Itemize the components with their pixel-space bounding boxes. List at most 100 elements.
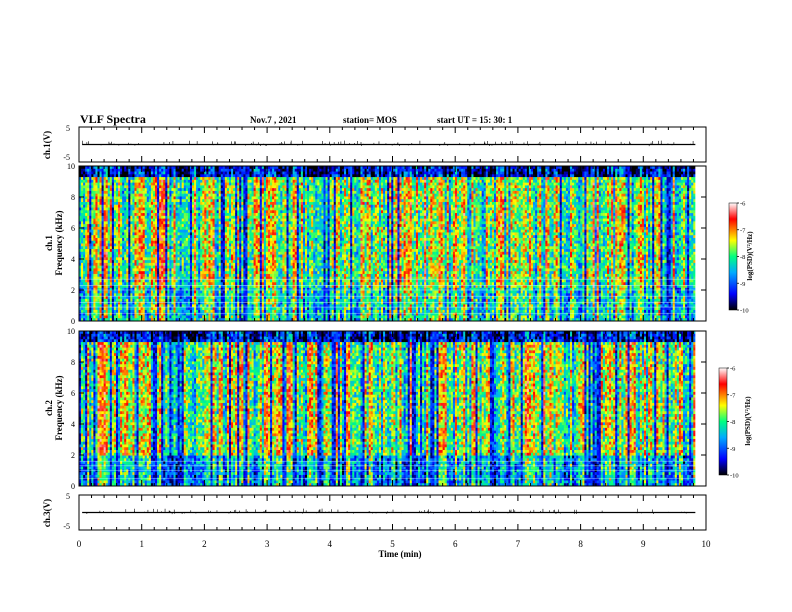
- spectrogram-cell: [105, 260, 109, 264]
- spectrogram-cell: [103, 226, 107, 231]
- spectrogram-cell: [122, 193, 125, 197]
- spectrogram-cell: [105, 285, 109, 289]
- spectrogram-cell: [142, 235, 146, 239]
- spectrogram-cell: [91, 296, 94, 300]
- spectrogram-cell: [148, 276, 152, 280]
- spectrogram-cell: [79, 221, 82, 225]
- spectrogram-cell: [99, 298, 102, 303]
- spectrogram-cell: [167, 262, 170, 267]
- spectrogram-cell: [79, 213, 82, 217]
- spectrogram-cell: [157, 174, 160, 178]
- spectrogram-cell: [157, 210, 160, 214]
- spectrogram-cell: [165, 279, 168, 283]
- spectrogram-cell: [120, 262, 123, 267]
- spectrogram-cell: [163, 218, 166, 222]
- spectrogram-cell: [136, 204, 139, 208]
- spectrogram-cell: [101, 188, 105, 192]
- spectrogram-cell: [111, 309, 115, 314]
- spectrogram-cell: [165, 224, 168, 228]
- spectrogram-cell: [87, 215, 90, 219]
- spectrogram-cell: [157, 229, 160, 233]
- spectrogram-cell: [89, 249, 92, 253]
- spectrogram-cell: [165, 298, 168, 303]
- spectrogram-cell: [87, 240, 90, 244]
- spectrogram-cell: [89, 318, 92, 322]
- spectrogram-cell: [138, 257, 142, 261]
- spectrogram-cell: [124, 232, 127, 236]
- spectrogram-cell: [87, 276, 90, 280]
- spectrogram-cell: [140, 309, 144, 314]
- spectrogram-cell: [155, 273, 158, 278]
- spectrogram-cell: [85, 243, 88, 247]
- spectrogram-cell: [120, 257, 123, 261]
- spectrogram-cell: [95, 213, 98, 217]
- spectrogram-cell: [161, 260, 164, 264]
- spectrogram-cell: [109, 204, 113, 208]
- spectrogram-cell: [99, 240, 102, 244]
- spectrogram-cell: [150, 265, 154, 269]
- spectrogram-cell: [155, 232, 158, 236]
- spectrogram-cell: [161, 254, 164, 258]
- spectrogram-cell: [79, 279, 82, 283]
- spectrogram-cell: [99, 249, 102, 253]
- spectrogram-cell: [165, 301, 168, 305]
- spectrogram-cell: [130, 298, 133, 303]
- spectrogram-cell: [161, 251, 164, 255]
- spectrogram-cell: [93, 285, 96, 289]
- spectrogram-cell: [113, 315, 117, 319]
- spectrogram-cell: [107, 293, 111, 297]
- spectrogram-cell: [138, 215, 142, 219]
- spectrogram-cell: [109, 235, 113, 239]
- spectrogram-cell: [171, 254, 174, 258]
- spectrogram-cell: [120, 279, 123, 283]
- spectrogram-cell: [97, 177, 100, 181]
- spectrogram-cell: [163, 210, 166, 214]
- spectrogram-cell: [134, 213, 137, 217]
- spectrogram-cell: [95, 188, 98, 192]
- spectrogram-cell: [107, 240, 111, 244]
- spectrogram-cell: [89, 296, 92, 300]
- spectrogram-cell: [124, 213, 127, 217]
- spectrogram-cell: [150, 168, 154, 172]
- spectrogram-cell: [159, 257, 162, 261]
- spectrogram-cell: [165, 254, 168, 258]
- spectrogram-cell: [142, 204, 146, 208]
- spectrogram-cell: [140, 229, 144, 233]
- spectrogram-cell: [111, 262, 115, 267]
- spectrogram-cell: [155, 296, 158, 300]
- spectrogram-cell: [115, 218, 119, 222]
- spectrogram-cell: [115, 240, 119, 244]
- spectrogram-cell: [146, 177, 150, 181]
- spectrogram-cell: [157, 166, 160, 170]
- spectrogram-cell: [146, 199, 150, 203]
- spectrogram-cell: [155, 226, 158, 231]
- spectrogram-cell: [89, 315, 92, 319]
- spectrogram-cell: [128, 243, 131, 247]
- spectrogram-cell: [101, 262, 105, 267]
- spectrogram-cell: [136, 290, 139, 294]
- spectrogram-cell: [115, 174, 119, 178]
- spectrogram-cell: [83, 224, 86, 228]
- spectrogram-cell: [161, 262, 164, 267]
- spectrogram-cell: [165, 221, 168, 225]
- spectrogram-cell: [140, 232, 144, 236]
- spectrogram-cell: [97, 237, 100, 242]
- spectrogram-cell: [111, 185, 115, 189]
- spectrogram-cell: [155, 204, 158, 208]
- spectrogram-cell: [122, 262, 125, 267]
- spectrogram-cell: [150, 171, 154, 175]
- spectrogram-cell: [169, 273, 172, 278]
- spectrogram-cell: [79, 243, 82, 247]
- spectrogram-cell: [85, 190, 88, 195]
- spectrogram-cell: [159, 304, 162, 308]
- spectrogram-cell: [138, 207, 142, 211]
- spectrogram-cell: [169, 232, 172, 236]
- spectrogram-cell: [109, 182, 113, 186]
- spectrogram-cell: [155, 276, 158, 280]
- spectrogram-cell: [101, 304, 105, 308]
- spectrogram-cell: [150, 273, 154, 278]
- spectrogram-cell: [140, 204, 144, 208]
- spectrogram-cell: [91, 204, 94, 208]
- spectrogram-cell: [89, 232, 92, 236]
- spectrogram-cell: [171, 210, 174, 214]
